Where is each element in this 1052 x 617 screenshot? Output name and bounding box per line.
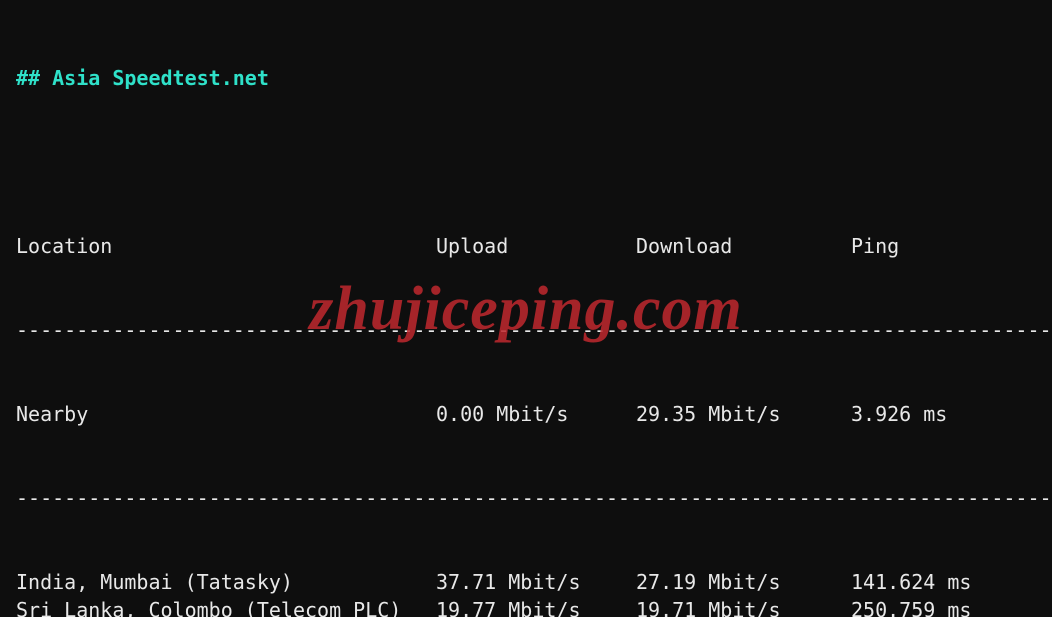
terminal-output: ## Asia Speedtest.net LocationUploadDown… — [0, 0, 1052, 617]
cell-ping: 3.926 ms — [851, 400, 947, 428]
section-title: ## Asia Speedtest.net — [16, 64, 1036, 92]
cell-download: 29.35 Mbit/s — [636, 400, 851, 428]
table-row: Sri Lanka, Colombo (Telecom PLC)19.77 Mb… — [16, 596, 1036, 617]
header-upload: Upload — [436, 232, 636, 260]
divider: ----------------------------------------… — [16, 316, 1036, 344]
table-row-nearby: Nearby0.00 Mbit/s29.35 Mbit/s3.926 ms — [16, 400, 1036, 428]
cell-ping: 250.759 ms — [851, 596, 971, 617]
cell-upload: 19.77 Mbit/s — [436, 596, 636, 617]
header-ping: Ping — [851, 232, 899, 260]
cell-location: India, Mumbai (Tatasky) — [16, 568, 436, 596]
divider: ----------------------------------------… — [16, 484, 1036, 512]
table-header: LocationUploadDownloadPing — [16, 232, 1036, 260]
cell-ping: 141.624 ms — [851, 568, 971, 596]
cell-upload: 37.71 Mbit/s — [436, 568, 636, 596]
cell-location: Nearby — [16, 400, 436, 428]
cell-download: 19.71 Mbit/s — [636, 596, 851, 617]
header-download: Download — [636, 232, 851, 260]
cell-location: Sri Lanka, Colombo (Telecom PLC) — [16, 596, 436, 617]
cell-upload: 0.00 Mbit/s — [436, 400, 636, 428]
header-location: Location — [16, 232, 436, 260]
cell-download: 27.19 Mbit/s — [636, 568, 851, 596]
table-row: India, Mumbai (Tatasky)37.71 Mbit/s27.19… — [16, 568, 1036, 596]
